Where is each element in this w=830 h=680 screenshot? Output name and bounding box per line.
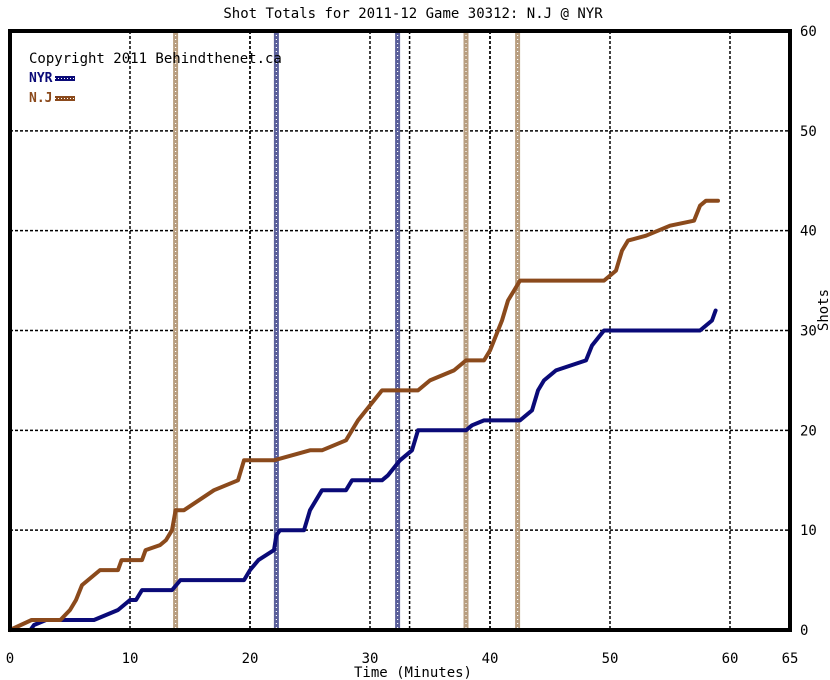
x-tick-label: 65	[782, 651, 799, 667]
y-tick-label: 0	[800, 623, 808, 639]
y-tick-label: 60	[800, 24, 817, 40]
x-tick-label: 10	[122, 651, 139, 667]
legend: NYR N.J	[29, 71, 75, 106]
plot-frame	[8, 29, 792, 632]
x-tick-label: 20	[242, 651, 259, 667]
legend-label-nyr: NYR	[29, 71, 53, 86]
x-tick-label: 30	[362, 651, 379, 667]
y-axis-label: Shots	[816, 289, 830, 331]
series-line-nyr	[8, 308, 718, 632]
highlight-lines	[173, 31, 521, 630]
y-tick-label: 50	[800, 124, 817, 140]
y-tick-label: 20	[800, 423, 817, 439]
x-tick-label: 60	[722, 651, 739, 667]
x-tick-label: 50	[602, 651, 619, 667]
series-layer	[8, 198, 720, 632]
y-tick-label: 30	[800, 324, 817, 340]
x-axis-label: Time (Minutes)	[354, 665, 472, 680]
x-tick-label: 40	[482, 651, 499, 667]
x-tick-label: 0	[6, 651, 14, 667]
legend-label-nj: N.J	[29, 91, 52, 106]
y-tick-label: 10	[800, 523, 817, 539]
copyright-text: Copyright 2011 Behindthenet.ca	[29, 51, 282, 67]
y-tick-label: 40	[800, 224, 817, 240]
chart-title: Shot Totals for 2011-12 Game 30312: N.J …	[223, 6, 603, 22]
series-line-nj	[8, 198, 720, 632]
